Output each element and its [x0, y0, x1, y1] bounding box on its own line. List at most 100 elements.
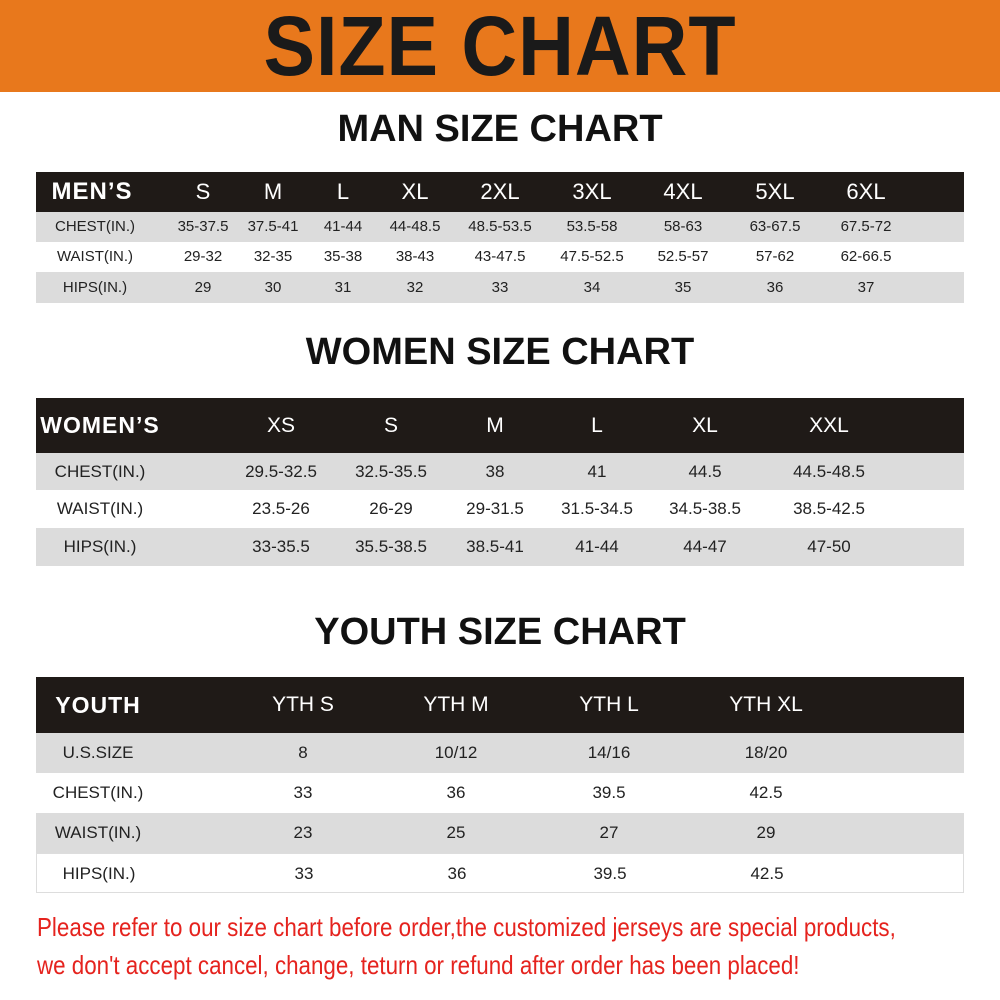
measurement-cell: 31 — [334, 279, 352, 296]
men-size-table: MEN’S S M L XL 2XL 3XL 4XL 5XL 6XL CHEST(IN.) 35-37… — [36, 172, 964, 303]
measurement-cell: 57-62 — [755, 248, 795, 265]
measurement-cell: 44-48.5 — [389, 218, 441, 235]
table-row: HIPS(IN.) 33 36 39.5 42.5 — [36, 853, 964, 893]
measurement-cell: 44.5 — [688, 462, 722, 481]
measurement-cell: 35 — [674, 279, 692, 296]
measurement-cell: 23 — [293, 823, 313, 842]
table-title: WOMEN’S — [40, 412, 160, 438]
header-row: MEN’S S M L XL 2XL 3XL 4XL 5XL 6XL — [36, 172, 964, 212]
page-title: SIZE CHART — [263, 0, 737, 93]
size-header: XXL — [809, 414, 849, 437]
size-header: M — [263, 179, 283, 204]
measurement-cell: 35-37.5 — [177, 218, 229, 235]
measurement-cell: 41-44 — [575, 537, 619, 556]
size-header: 2XL — [480, 179, 520, 204]
row-label: WAIST(IN.) — [54, 823, 142, 842]
measurement-cell: 26-29 — [369, 499, 413, 518]
size-header: XL — [692, 414, 718, 437]
size-header: YTH S — [272, 693, 334, 716]
measurement-cell: 47.5-52.5 — [560, 248, 624, 265]
row-label: HIPS(IN.) — [62, 864, 136, 883]
size-header: L — [336, 179, 350, 204]
measurement-cell: 38.5-42.5 — [793, 499, 865, 518]
youth-section-title: YOUTH SIZE CHART — [314, 611, 686, 653]
table-row: CHEST(IN.) 33 36 39.5 42.5 — [36, 773, 964, 813]
women-section-title: WOMEN SIZE CHART — [305, 331, 695, 373]
measurement-cell: 43-47.5 — [474, 248, 526, 265]
measurement-cell: 29-31.5 — [466, 499, 524, 518]
measurement-cell: 10/12 — [434, 743, 478, 762]
table-row: HIPS(IN.) 29 30 31 32 33 34 35 36 37 — [36, 272, 964, 303]
measurement-cell: 36 — [446, 783, 466, 802]
row-label: U.S.SIZE — [62, 743, 134, 762]
size-header: L — [591, 414, 603, 437]
measurement-cell: 33-35.5 — [252, 537, 310, 556]
measurement-cell: 67.5-72 — [840, 218, 892, 235]
notice-line-1: Please refer to our size chart before or… — [37, 912, 896, 942]
measurement-cell: 35-38 — [323, 248, 363, 265]
table-title: MEN’S — [51, 178, 133, 205]
measurement-cell: 31.5-34.5 — [561, 499, 633, 518]
measurement-cell: 32 — [406, 279, 424, 296]
measurement-cell: 41-44 — [323, 218, 363, 235]
size-header: S — [383, 414, 399, 437]
table-row: WAIST(IN.) 23 25 27 29 — [36, 813, 964, 853]
measurement-cell: 44.5-48.5 — [793, 462, 865, 481]
size-header: 4XL — [663, 179, 703, 204]
measurement-cell: 37.5-41 — [247, 218, 299, 235]
banner: SIZE CHART — [0, 0, 1000, 92]
measurement-cell: 38-43 — [395, 248, 435, 265]
table-row: WAIST(IN.) 23.5-26 26-29 29-31.5 31.5-34.5 34… — [36, 490, 964, 528]
measurement-cell: 47-50 — [807, 537, 851, 556]
measurement-cell: 42.5 — [750, 864, 784, 883]
size-header: 5XL — [755, 179, 795, 204]
measurement-cell: 29 — [756, 823, 776, 842]
size-header: 6XL — [846, 179, 886, 204]
measurement-cell: 63-67.5 — [749, 218, 801, 235]
measurement-cell: 58-63 — [663, 218, 703, 235]
measurement-cell: 44-47 — [683, 537, 727, 556]
size-header: YTH XL — [729, 693, 803, 716]
measurement-cell: 33 — [491, 279, 509, 296]
table-row: CHEST(IN.) 29.5-32.5 32.5-35.5 38 41 44.5 44.5… — [36, 453, 964, 490]
measurement-cell: 30 — [264, 279, 282, 296]
measurement-cell: 29-32 — [183, 248, 223, 265]
row-label: CHEST(IN.) — [52, 783, 144, 802]
measurement-cell: 18/20 — [744, 743, 788, 762]
measurement-cell: 34.5-38.5 — [669, 499, 741, 518]
measurement-cell: 37 — [857, 279, 875, 296]
measurement-cell: 48.5-53.5 — [468, 218, 532, 235]
size-header: XL — [401, 179, 429, 204]
measurement-cell: 39.5 — [593, 864, 627, 883]
row-label: CHEST(IN.) — [55, 218, 135, 235]
measurement-cell: 27 — [599, 823, 619, 842]
measurement-cell: 42.5 — [749, 783, 783, 802]
measurement-cell: 35.5-38.5 — [355, 537, 427, 556]
measurement-cell: 32.5-35.5 — [355, 462, 427, 481]
row-label: WAIST(IN.) — [56, 248, 134, 265]
measurement-cell: 29.5-32.5 — [245, 462, 317, 481]
measurement-cell: 41 — [587, 462, 607, 481]
measurement-cell: 14/16 — [587, 743, 631, 762]
row-label: HIPS(IN.) — [62, 279, 128, 296]
measurement-cell: 23.5-26 — [252, 499, 310, 518]
women-size-table: WOMEN’S XS S M L XL XXL CHEST(IN.) 29.5-32.5 32.5… — [36, 398, 964, 566]
size-header: 3XL — [572, 179, 612, 204]
measurement-cell: 34 — [583, 279, 601, 296]
table-row: WAIST(IN.) 29-32 32-35 35-38 38-43 43-47.5 47.… — [36, 242, 964, 272]
table-row: HIPS(IN.) 33-35.5 35.5-38.5 38.5-41 41-44 44-… — [36, 528, 964, 566]
measurement-cell: 32-35 — [253, 248, 293, 265]
measurement-cell: 33 — [293, 783, 313, 802]
header-row: YOUTH YTH S YTH M YTH L YTH XL — [36, 677, 964, 733]
size-header: XS — [266, 414, 296, 437]
measurement-cell: 62-66.5 — [840, 248, 892, 265]
measurement-cell: 52.5-57 — [657, 248, 709, 265]
size-header: YTH L — [579, 693, 639, 716]
measurement-cell: 25 — [446, 823, 466, 842]
measurement-cell: 38 — [485, 462, 505, 481]
measurement-cell: 36 — [447, 864, 467, 883]
youth-size-table: YOUTH YTH S YTH M YTH L YTH XL U.S.SIZE 8 10/12… — [36, 677, 964, 893]
measurement-cell: 53.5-58 — [566, 218, 618, 235]
table-row: U.S.SIZE 8 10/12 14/16 18/20 — [36, 733, 964, 773]
measurement-cell: 33 — [294, 864, 314, 883]
